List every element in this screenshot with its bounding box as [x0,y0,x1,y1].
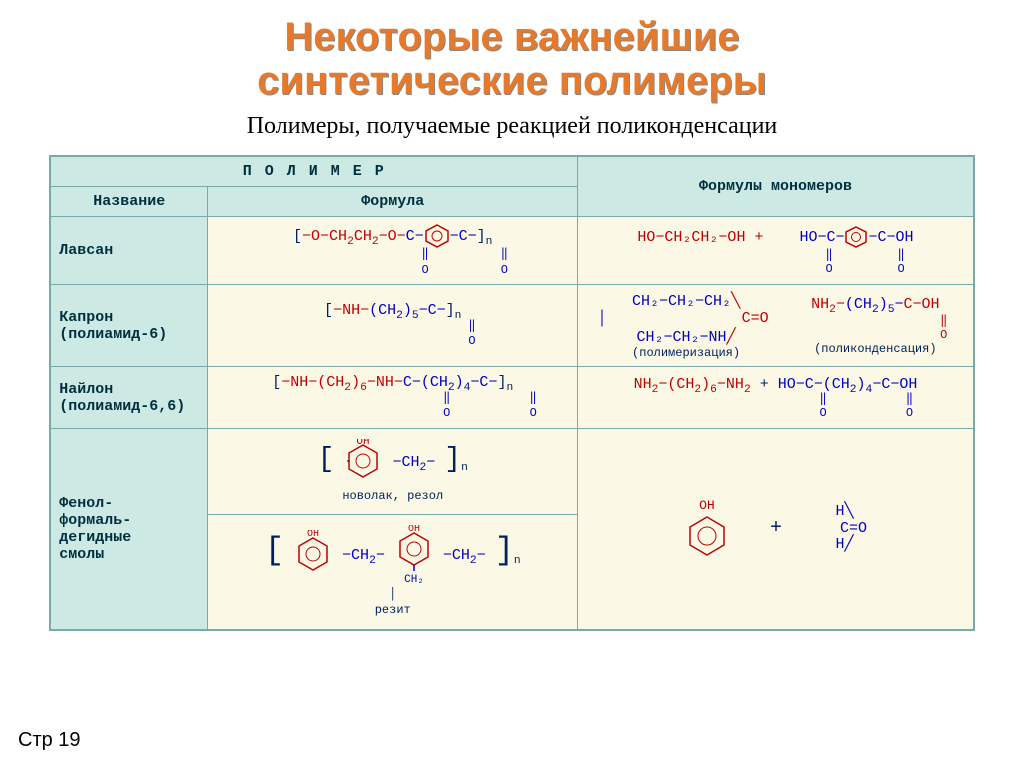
lavsan-formula: [−O−CH2CH2−O−C−−C−]n ‖ ‖ O O [208,217,578,285]
phenol-name: Фенол- формаль- дегидные смолы [50,428,208,629]
page-number: Стр 19 [18,729,81,752]
header-polymer: П О Л И М Е Р [50,156,577,187]
kapron-note-2: (поликонденсация) [803,342,947,356]
ch2o-h2: H [835,536,844,553]
row-lavsan: Лавсан [−O−CH2CH2−O−C−−C−]n ‖ ‖ O O HO−C… [50,217,973,285]
benzene-icon: OH [343,439,383,485]
benzene-icon [684,513,730,559]
row-nylon: Найлон (полиамид-6,6) [−NH−(CH2)6−NH−C−(… [50,367,973,429]
benzene-icon: OH CH₂ [394,525,434,585]
svg-text:CH₂: CH₂ [404,574,424,585]
svg-text:OH: OH [307,530,319,540]
svg-text:OH: OH [408,525,420,535]
kapron-note-1: (полимеризация) [604,346,769,360]
slide-title: Некоторые важнейшие синтетические полиме… [30,15,994,103]
header-formula: Формула [208,187,578,217]
plus-sign: + [770,517,782,540]
ch2o-co: C=O [840,520,867,537]
phenol-formula-2: [ OH −CH2− OH CH₂ −CH2− ]n │ резит [208,515,578,630]
nylon-name: Найлон (полиамид-6,6) [50,367,208,429]
kapron-ring-co: C=O [742,310,769,327]
phenol-monomer: OH + H╲ C=O H╱ [578,428,974,629]
lavsan-monomer-1: HO−CH₂CH₂−OH + [637,229,763,246]
nylon-formula: [−NH−(CH2)6−NH−C−(CH2)4−C−]n ‖ ‖ O O [208,367,578,429]
polymer-table: П О Л И М Е Р Формулы мономеров Название… [49,155,974,631]
kapron-monomer: CH₂−CH₂−CH₂╲ │ C=O CH₂−CH₂−NH╱ (полимери… [578,285,974,367]
kapron-ring-top: CH₂−CH₂−CH₂ [632,293,731,310]
ch2o-h1: H [835,503,844,520]
header-row-1: П О Л И М Е Р Формулы мономеров [50,156,973,187]
phenol-label-2: резит [218,603,567,619]
title-line-1: Некоторые важнейшие [284,15,739,59]
phenol-label-1: новолак, резол [218,489,567,505]
benzene-icon [424,223,450,249]
title-line-2: синтетические полимеры [257,59,767,103]
header-name: Название [50,187,208,217]
slide-subtitle: Полимеры, получаемые реакцией поликонден… [30,113,994,140]
row-phenol-1: Фенол- формаль- дегидные смолы [ OH −CH2… [50,428,973,515]
benzene-icon: OH [293,530,333,580]
lavsan-name: Лавсан [50,217,208,285]
slide-container: Некоторые важнейшие синтетические полиме… [0,0,1024,767]
nylon-monomer: NH2−(CH2)6−NH2 + HO−C−(CH2)4−C−OH ‖ ‖ O … [578,367,974,429]
phenol-formula-1: [ OH −CH2− ]n новолак, резол [208,428,578,515]
kapron-name: Капрон (полиамид-6) [50,285,208,367]
lavsan-monomer: HO−CH₂CH₂−OH + HO−C−−C−OH ‖ ‖O O [578,217,974,285]
svg-text:OH: OH [357,439,370,448]
header-monomers: Формулы мономеров [578,156,974,217]
benzene-icon [844,225,868,249]
kapron-formula: [−NH−(CH2)5−C−]n ‖ O [208,285,578,367]
kapron-ring-bot: CH₂−CH₂−NH [637,329,727,346]
row-kapron: Капрон (полиамид-6) [−NH−(CH2)5−C−]n ‖ O… [50,285,973,367]
